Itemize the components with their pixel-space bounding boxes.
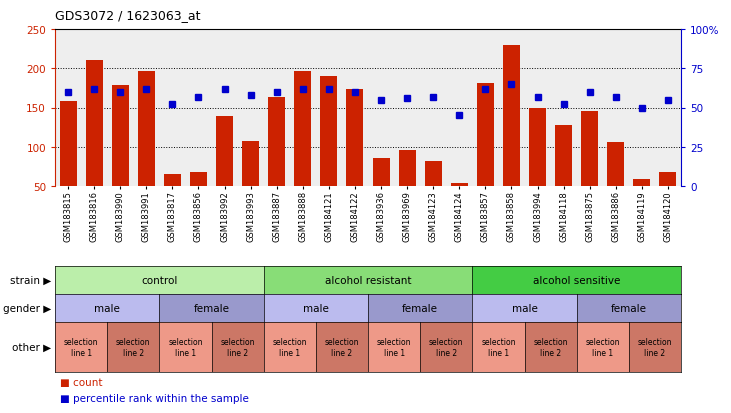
Text: selection
line 1: selection line 1 xyxy=(64,337,99,357)
Bar xyxy=(216,117,233,187)
Bar xyxy=(581,112,598,187)
Text: female: female xyxy=(402,303,438,313)
Bar xyxy=(242,142,259,187)
Text: selection
line 2: selection line 2 xyxy=(325,337,359,357)
Bar xyxy=(55,322,107,372)
Bar xyxy=(264,266,472,294)
Text: selection
line 2: selection line 2 xyxy=(534,337,568,357)
Bar xyxy=(264,294,368,322)
Text: male: male xyxy=(94,303,120,313)
Bar xyxy=(164,175,181,187)
Bar xyxy=(368,294,472,322)
Bar xyxy=(295,72,311,187)
Bar xyxy=(472,322,525,372)
Text: selection
line 2: selection line 2 xyxy=(220,337,255,357)
Bar xyxy=(607,143,624,187)
Bar xyxy=(138,72,155,187)
Bar xyxy=(346,90,363,187)
Bar xyxy=(398,150,416,187)
Text: selection
line 1: selection line 1 xyxy=(481,337,515,357)
Bar xyxy=(268,97,285,187)
Text: male: male xyxy=(512,303,537,313)
Bar xyxy=(159,322,211,372)
Bar xyxy=(525,322,577,372)
Bar xyxy=(107,322,159,372)
Text: ■ count: ■ count xyxy=(60,377,102,387)
Bar xyxy=(477,84,494,187)
Text: other ▶: other ▶ xyxy=(12,342,51,352)
Bar xyxy=(316,322,368,372)
Bar xyxy=(159,294,264,322)
Text: strain ▶: strain ▶ xyxy=(10,275,51,285)
Bar xyxy=(190,173,207,187)
Text: GDS3072 / 1623063_at: GDS3072 / 1623063_at xyxy=(55,9,200,22)
Bar xyxy=(373,158,390,187)
Text: selection
line 1: selection line 1 xyxy=(168,337,202,357)
Text: female: female xyxy=(194,303,230,313)
Text: selection
line 2: selection line 2 xyxy=(116,337,151,357)
Text: selection
line 2: selection line 2 xyxy=(637,337,673,357)
Bar xyxy=(555,126,572,187)
Bar xyxy=(451,183,468,187)
Bar xyxy=(320,77,337,187)
Text: male: male xyxy=(303,303,329,313)
Text: selection
line 1: selection line 1 xyxy=(377,337,412,357)
Bar xyxy=(577,322,629,372)
Bar xyxy=(577,294,681,322)
Text: ■ percentile rank within the sample: ■ percentile rank within the sample xyxy=(60,393,249,403)
Bar xyxy=(55,266,264,294)
Bar xyxy=(420,322,472,372)
Bar xyxy=(472,294,577,322)
Bar xyxy=(529,108,546,187)
Bar xyxy=(368,322,420,372)
Bar xyxy=(112,85,129,187)
Text: female: female xyxy=(611,303,647,313)
Text: selection
line 1: selection line 1 xyxy=(586,337,620,357)
Bar xyxy=(425,161,442,187)
Text: alcohol sensitive: alcohol sensitive xyxy=(533,275,621,285)
Bar xyxy=(86,61,102,187)
Text: control: control xyxy=(141,275,178,285)
Text: selection
line 2: selection line 2 xyxy=(429,337,463,357)
Bar xyxy=(503,46,520,187)
Bar xyxy=(264,322,316,372)
Bar xyxy=(55,294,159,322)
Bar xyxy=(211,322,264,372)
Text: alcohol resistant: alcohol resistant xyxy=(325,275,412,285)
Bar xyxy=(659,173,676,187)
Bar xyxy=(629,322,681,372)
Text: gender ▶: gender ▶ xyxy=(3,303,51,313)
Bar xyxy=(633,180,651,187)
Text: selection
line 1: selection line 1 xyxy=(273,337,307,357)
Bar xyxy=(472,266,681,294)
Bar xyxy=(59,102,77,187)
